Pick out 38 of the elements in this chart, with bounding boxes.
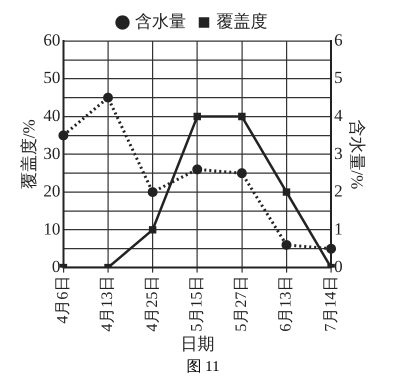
caption: 图 11	[185, 358, 221, 376]
y2-tick-label: 3	[334, 144, 343, 163]
x-tick-label: 4月13日	[99, 276, 116, 332]
x-tick-label: 4月6日	[54, 276, 72, 324]
y-tick-label: 30	[43, 144, 60, 163]
y2-tick-label: 1	[334, 219, 343, 238]
point	[192, 164, 202, 174]
y2-tick-label: 2	[334, 182, 343, 201]
y-tick-label: 40	[43, 106, 60, 125]
x-tick-label: 5月15日	[188, 276, 206, 332]
point	[148, 226, 156, 234]
point	[103, 92, 114, 103]
legend-label: 含水量	[135, 12, 186, 31]
x-tick-label: 4月25日	[144, 276, 161, 332]
y2-tick-label: 4	[334, 106, 344, 125]
x-axis-title: 日期	[180, 334, 214, 354]
point	[238, 112, 246, 120]
y-tick-label: 10	[43, 219, 60, 238]
y2-tick-label: 5	[334, 68, 343, 88]
y2-axis-title: 含水量/%	[347, 119, 366, 190]
point	[281, 240, 292, 250]
point	[194, 112, 201, 120]
legend-label: 覆盖度	[216, 12, 268, 31]
y-tick-label: 20	[43, 182, 60, 201]
point	[326, 244, 336, 254]
point	[236, 168, 247, 178]
x-tick-label: 6月13日	[278, 276, 295, 332]
point	[282, 188, 290, 196]
point	[58, 130, 68, 140]
point	[148, 187, 158, 198]
y2-tick-label: 0	[334, 257, 343, 276]
y-axis-title: 覆盖度/%	[20, 119, 39, 190]
y-tick-label: 50	[43, 68, 60, 88]
y-tick-label: 60	[43, 30, 60, 50]
y-tick-label: 0	[52, 257, 60, 276]
x-tick-label: 7月14日	[322, 276, 340, 332]
x-tick-label: 5月27日	[233, 276, 250, 332]
y2-tick-label: 6	[334, 30, 343, 50]
